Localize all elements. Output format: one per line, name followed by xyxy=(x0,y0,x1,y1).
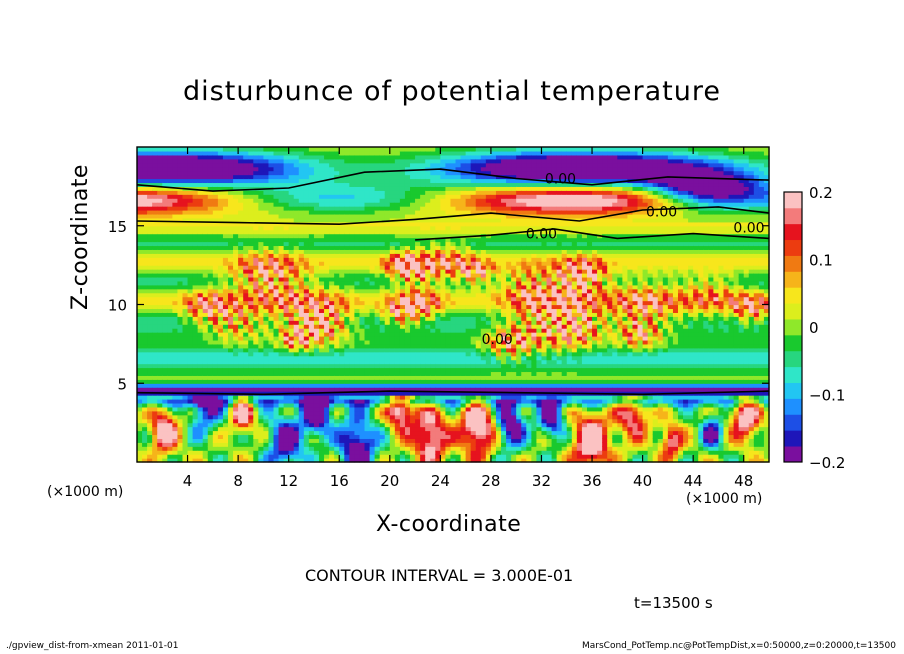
colorbar-segment xyxy=(784,207,802,225)
x-tick-label: 8 xyxy=(233,472,243,490)
colorbar-tick-label: 0 xyxy=(809,319,819,337)
contour-label: 0.00 xyxy=(646,205,677,221)
chart-title: disturbunce of potential temperature xyxy=(183,76,721,107)
y-axis-label: Z-coordinate xyxy=(68,164,93,310)
colorbar-segment xyxy=(784,446,802,463)
x-tick-label: 32 xyxy=(532,472,551,490)
y-tick-label: 15 xyxy=(108,218,127,236)
colorbar-segment xyxy=(784,303,802,320)
contour-interval-note: CONTOUR INTERVAL = 3.000E-01 xyxy=(305,566,574,585)
colorbar-segment xyxy=(784,366,802,383)
colorbar-frame xyxy=(783,191,803,463)
contour-label: 0.00 xyxy=(482,332,513,348)
x-tick-label: 24 xyxy=(431,472,450,490)
x-tick-label: 40 xyxy=(633,472,652,490)
footer-data-source: MarsCond_PotTemp.nc@PotTempDist,x=0:5000… xyxy=(582,641,896,651)
x-tick-label: 4 xyxy=(183,472,193,490)
colorbar-segment xyxy=(784,239,802,256)
colorbar-segment xyxy=(784,414,802,431)
heatmap-field xyxy=(137,147,770,463)
contour-label: 0.00 xyxy=(545,172,576,188)
x-tick-label: 36 xyxy=(582,472,601,490)
x-unit-right: (×1000 m) xyxy=(686,491,763,507)
x-tick-label: 12 xyxy=(279,472,298,490)
y-tick-label: 5 xyxy=(117,375,127,393)
colorbar-tick-label: −0.2 xyxy=(809,454,845,472)
colorbar-segment xyxy=(784,192,802,209)
y-tick-label: 10 xyxy=(108,297,127,315)
x-tick-label: 44 xyxy=(684,472,703,490)
contour-label: 0.00 xyxy=(733,220,764,236)
x-axis-ticks: 4 8 12 16 20 24 28 32 36 40 44 48 xyxy=(183,147,753,490)
time-stamp: t=13500 s xyxy=(634,594,713,612)
colorbar-segment xyxy=(784,398,802,415)
y-axis-ticks: 5 10 15 xyxy=(108,218,769,393)
footer-script-name: ./gpview_dist-from-xmean 2011-01-01 xyxy=(6,641,179,651)
x-tick-label: 48 xyxy=(734,472,753,490)
colorbar-tick-label: 0.2 xyxy=(809,184,833,202)
contour-label-group: 0.00 0.00 0.00 0.00 0.00 xyxy=(482,172,765,349)
x-unit-left: (×1000 m) xyxy=(47,484,124,500)
x-axis-label: X-coordinate xyxy=(376,512,522,537)
contour-label: 0.00 xyxy=(526,227,557,243)
colorbar-segment xyxy=(784,350,802,368)
x-tick-label: 28 xyxy=(481,472,500,490)
colorbar: 0.2 0.1 0 −0.1 −0.2 xyxy=(783,184,845,472)
colorbar-tick-label: 0.1 xyxy=(809,252,833,270)
colorbar-segment xyxy=(784,271,802,288)
colorbar-segment xyxy=(784,334,802,352)
x-tick-label: 20 xyxy=(380,472,399,490)
colorbar-segment xyxy=(784,255,802,272)
colorbar-segment xyxy=(784,430,802,447)
colorbar-segment xyxy=(784,223,802,241)
contour-lines xyxy=(136,168,770,396)
colorbar-segment xyxy=(784,287,802,304)
colorbar-segment xyxy=(784,319,802,336)
colorbar-segment xyxy=(784,382,802,399)
x-tick-label: 16 xyxy=(330,472,349,490)
colorbar-tick-label: −0.1 xyxy=(809,387,845,405)
